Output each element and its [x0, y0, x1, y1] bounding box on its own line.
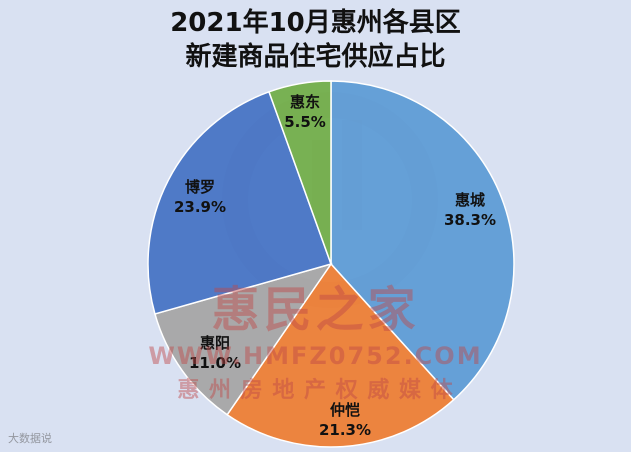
title-line-2: 新建商品住宅供应占比: [185, 42, 446, 72]
slice-label-1: 惠城: [455, 191, 485, 209]
slice-label-5: 惠东: [290, 93, 320, 111]
watermark-url: WWW.HMFZ0752.COM: [148, 342, 483, 370]
slice-value-2: 21.3%: [319, 421, 371, 439]
title-line-1: 2021年10月惠州各县区: [170, 8, 461, 38]
slice-value-1: 38.3%: [444, 211, 496, 229]
watermark-tagline: 惠 州 房 地 产 权 威 媒 体: [177, 378, 454, 403]
pie-slice-5: [268, 80, 332, 265]
pie-slice-4: [147, 90, 332, 315]
chart-title: 2021年10月惠州各县区 新建商品住宅供应占比: [0, 6, 631, 74]
pie-slice-2: [226, 262, 455, 448]
slice-label-2: 仲恺: [330, 401, 360, 419]
watermark-brand: 惠民之家: [211, 282, 420, 338]
slice-label-3: 惠阳: [200, 334, 230, 352]
slice-value-5: 5.5%: [284, 113, 326, 131]
pie-slice-1: [330, 80, 515, 401]
corner-watermark: 大数据说: [8, 432, 52, 445]
slice-value-3: 11.0%: [189, 354, 241, 372]
slice-label-4: 博罗: [185, 178, 215, 196]
slice-value-4: 23.9%: [174, 198, 226, 216]
